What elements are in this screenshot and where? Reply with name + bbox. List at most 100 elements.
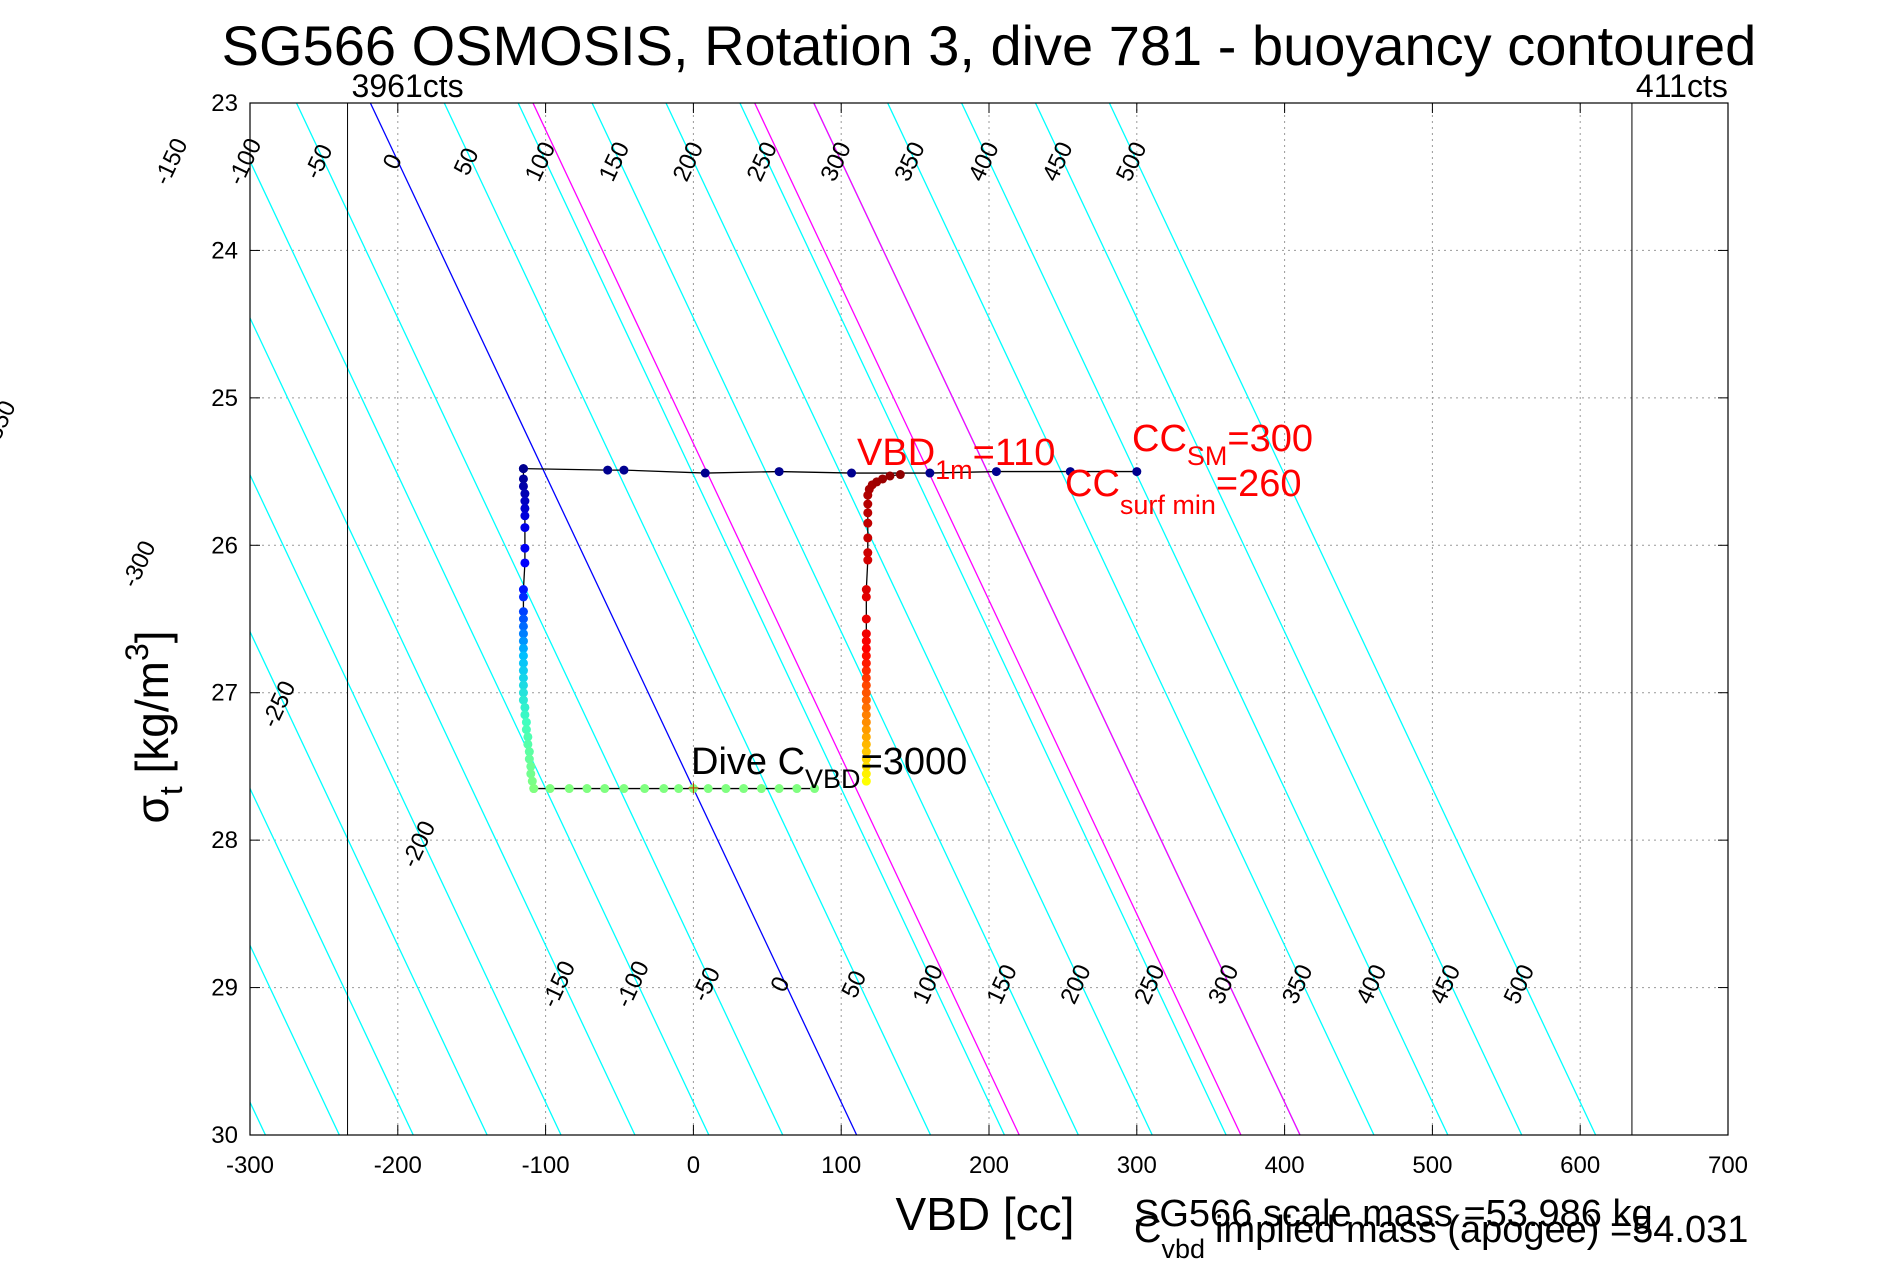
x-tick-label: 300 — [1117, 1152, 1157, 1179]
point-dive — [521, 725, 531, 735]
point-dive — [518, 614, 528, 624]
contour-label: -50 — [299, 140, 338, 183]
point-surface — [925, 468, 935, 478]
contour-label: -150 — [149, 134, 194, 189]
ylabel-sup: 3 — [119, 643, 155, 661]
implied-mass-text: Cvbd implied mass (apogee) =54.031 — [1134, 1209, 1748, 1262]
point-climb — [863, 533, 873, 543]
contour-line — [250, 473, 562, 1135]
contour-label: 0 — [765, 973, 795, 997]
track-surface — [523, 467, 1137, 474]
point-climb — [863, 555, 873, 565]
contour-label: -150 — [536, 957, 581, 1012]
y-tick-label: 23 — [211, 90, 238, 117]
point-apogee — [659, 784, 669, 794]
x-tick-label: 700 — [1708, 1152, 1748, 1179]
point-climb — [861, 680, 871, 690]
point-dive — [520, 558, 530, 568]
point-dive — [518, 636, 528, 646]
point-dive — [518, 658, 528, 668]
contour-line — [295, 103, 784, 1135]
grid-lines — [250, 103, 1728, 1135]
point-dive — [524, 747, 534, 757]
point-climb — [863, 518, 873, 528]
contour-label: -250 — [256, 677, 301, 732]
point-climb — [861, 688, 871, 698]
x-tick-label: 500 — [1412, 1152, 1452, 1179]
point-climb — [861, 702, 871, 712]
x-tick-label: 100 — [821, 1152, 861, 1179]
svg-text:Dive CVBD=3000: Dive CVBD=3000 — [691, 741, 967, 794]
point-dive — [520, 702, 530, 712]
svg-text:CCsurf min=260: CCsurf min=260 — [1065, 463, 1302, 520]
point-dive — [518, 607, 528, 617]
point-surface — [774, 467, 784, 477]
contour-label: 300 — [815, 138, 856, 186]
point-climb — [861, 592, 871, 602]
point-dive — [518, 481, 528, 491]
contour-line — [960, 103, 1449, 1135]
contour-label: -100 — [610, 957, 655, 1012]
contour-label: 0 — [378, 150, 408, 174]
point-apogee — [774, 784, 784, 794]
point-climb — [895, 470, 905, 480]
point-climb — [861, 732, 871, 742]
contour-label: 200 — [1055, 961, 1096, 1009]
point-dive — [521, 717, 531, 727]
point-climb — [861, 725, 871, 735]
point-dive — [526, 769, 536, 779]
point-dive — [518, 688, 528, 698]
contour-line — [665, 103, 1153, 1135]
contour-line — [250, 159, 710, 1135]
point-surface — [700, 468, 710, 478]
point-dive — [527, 776, 537, 786]
y-tick-label: 28 — [211, 827, 238, 854]
x-tick-label: 0 — [687, 1152, 700, 1179]
point-surface — [518, 464, 528, 474]
point-dive — [524, 754, 534, 764]
apogee-marker: + — [687, 776, 699, 801]
point-surface — [991, 467, 1001, 477]
point-climb — [861, 629, 871, 639]
point-apogee — [619, 784, 629, 794]
point-climb — [861, 614, 871, 624]
point-dive — [518, 592, 528, 602]
contour-label: 200 — [668, 138, 709, 186]
annotation-dive-c-vbd: Dive CVBD=3000 — [691, 741, 967, 794]
point-dive — [520, 511, 530, 521]
x-tick-label: 400 — [1265, 1152, 1305, 1179]
point-dive — [518, 673, 528, 683]
contour-label: 100 — [520, 138, 561, 186]
contour-label: 50 — [836, 967, 872, 1003]
point-climb — [861, 695, 871, 705]
counts-label: 411cts — [1636, 68, 1728, 104]
ylabel-close: ] — [126, 630, 178, 643]
contour-line — [591, 103, 1079, 1135]
svg-text:VBD1m=110: VBD1m=110 — [857, 432, 1055, 485]
contour-line-highlight — [754, 103, 1242, 1135]
point-dive — [518, 680, 528, 690]
y-tick-label: 29 — [211, 975, 238, 1002]
contour-label: 50 — [449, 144, 485, 180]
point-climb — [861, 747, 871, 757]
point-dive — [523, 732, 533, 742]
point-apogee — [792, 784, 802, 794]
buoyancy-contours — [250, 103, 1597, 1135]
contour-label: -200 — [396, 817, 441, 872]
point-climb — [861, 636, 871, 646]
point-dive — [518, 585, 528, 595]
contour-labels: -400-350-300-250-200-150-100-50050100150… — [0, 134, 1540, 1012]
point-dive — [518, 666, 528, 676]
point-climb — [861, 651, 871, 661]
contour-line — [250, 787, 414, 1135]
point-apogee — [582, 784, 592, 794]
point-apogee — [564, 784, 574, 794]
svg-text:σt [kg/m3]: σt [kg/m3] — [119, 630, 189, 823]
point-surface — [603, 465, 613, 475]
point-apogee — [529, 784, 539, 794]
point-climb — [861, 666, 871, 676]
point-apogee — [739, 784, 749, 794]
contour-line-highlight — [532, 103, 1020, 1135]
